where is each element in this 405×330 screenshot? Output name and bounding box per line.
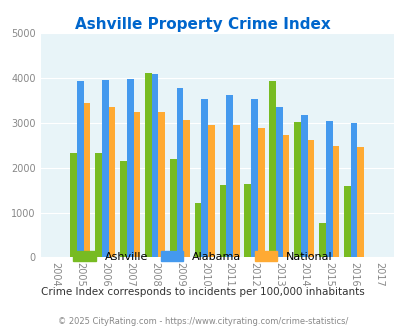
Bar — [300, 115, 307, 257]
Bar — [343, 186, 350, 257]
Bar — [70, 153, 77, 257]
Bar — [208, 124, 214, 257]
Bar — [257, 128, 264, 257]
Bar — [325, 121, 332, 257]
Bar — [201, 99, 208, 257]
Bar — [269, 81, 275, 257]
Bar — [282, 135, 289, 257]
Bar — [318, 223, 325, 257]
Bar — [244, 184, 251, 257]
Bar — [194, 203, 201, 257]
Text: Ashville Property Crime Index: Ashville Property Crime Index — [75, 16, 330, 31]
Bar — [126, 79, 133, 257]
Bar — [83, 103, 90, 257]
Bar — [77, 82, 83, 257]
Bar — [307, 140, 313, 257]
Legend: Ashville, Alabama, National: Ashville, Alabama, National — [69, 247, 336, 267]
Bar — [251, 99, 257, 257]
Bar — [219, 185, 226, 257]
Bar — [226, 95, 232, 257]
Bar — [332, 146, 339, 257]
Bar — [151, 74, 158, 257]
Bar — [356, 147, 363, 257]
Bar — [275, 107, 282, 257]
Bar — [145, 73, 151, 257]
Bar — [95, 153, 102, 257]
Bar — [350, 123, 356, 257]
Bar — [176, 88, 183, 257]
Bar — [232, 125, 239, 257]
Bar — [183, 120, 190, 257]
Bar — [133, 112, 140, 257]
Text: Crime Index corresponds to incidents per 100,000 inhabitants: Crime Index corresponds to incidents per… — [41, 287, 364, 297]
Bar — [102, 80, 109, 257]
Bar — [294, 122, 300, 257]
Bar — [158, 113, 165, 257]
Bar — [109, 107, 115, 257]
Text: © 2025 CityRating.com - https://www.cityrating.com/crime-statistics/: © 2025 CityRating.com - https://www.city… — [58, 317, 347, 326]
Bar — [120, 161, 126, 257]
Bar — [169, 159, 176, 257]
